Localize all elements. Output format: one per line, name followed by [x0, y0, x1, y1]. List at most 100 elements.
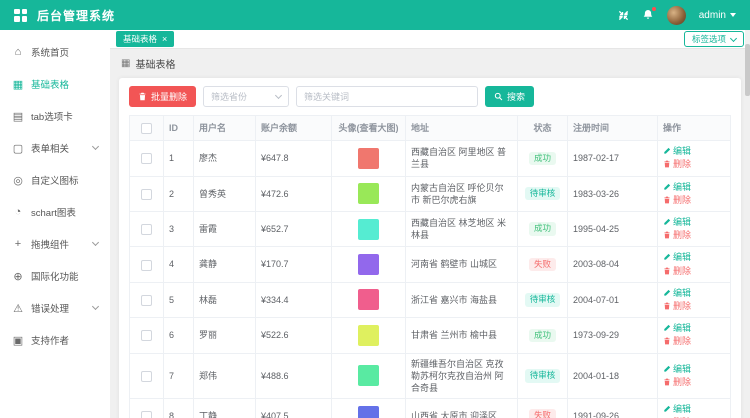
- avatar-thumbnail[interactable]: [358, 218, 379, 240]
- cell-address: 内蒙古自治区 呼伦贝尔市 新巴尔虎右旗: [405, 175, 518, 212]
- scrollbar[interactable]: [745, 30, 750, 418]
- sidebar-item-label: 基础表格: [31, 80, 70, 91]
- sidebar-item-label: schart图表: [31, 208, 76, 219]
- delete-button[interactable]: 删除: [663, 229, 691, 241]
- sidebar-item-i18n[interactable]: ⊕ 国际化功能: [0, 260, 110, 292]
- avatar-thumbnail[interactable]: [358, 324, 379, 346]
- cell-address: 山西省 太原市 迎泽区: [405, 397, 518, 418]
- avatar-thumbnail[interactable]: [358, 365, 379, 387]
- sidebar-item-drag[interactable]: + 拖拽组件: [0, 228, 110, 260]
- edit-button[interactable]: 编辑: [663, 181, 691, 193]
- breadcrumb: ▦ 基础表格: [121, 56, 741, 71]
- cell-address: 甘肃省 兰州市 榆中县: [405, 317, 518, 354]
- avatar-thumbnail[interactable]: [358, 147, 379, 169]
- delete-button[interactable]: 删除: [663, 335, 691, 347]
- user-menu[interactable]: admin: [699, 10, 736, 21]
- column-header: 操作: [657, 114, 731, 142]
- batch-delete-button[interactable]: 批量删除: [129, 86, 197, 107]
- cell-username: 林磊: [193, 281, 256, 319]
- edit-button[interactable]: 编辑: [663, 287, 691, 299]
- sidebar-item-form[interactable]: ▢ 表单相关: [0, 132, 110, 164]
- edit-button[interactable]: 编辑: [663, 403, 691, 415]
- home-icon: ⌂: [14, 46, 22, 58]
- sidebar-item-label: tab选项卡: [31, 112, 73, 123]
- sidebar-item-home[interactable]: ⌂ 系统首页: [0, 36, 110, 68]
- status-badge: 失败: [528, 257, 556, 272]
- sidebar-item-base-table[interactable]: ▦ 基础表格: [0, 68, 110, 100]
- app-title: 后台管理系统: [37, 8, 116, 23]
- edit-button[interactable]: 编辑: [663, 145, 691, 157]
- sidebar-item-error[interactable]: ⚠ 错误处理: [0, 292, 110, 324]
- cell-balance: ¥647.8: [255, 140, 332, 177]
- trash-icon: [664, 231, 670, 239]
- search-label: 搜索: [507, 92, 526, 102]
- cell-address: 新疆维吾尔自治区 克孜勒苏柯尔克孜自治州 阿合奇县: [405, 352, 518, 400]
- avatar-thumbnail[interactable]: [358, 405, 379, 418]
- tab-options-label: 标签选项: [691, 34, 726, 44]
- column-header: 账户余额: [255, 114, 332, 142]
- drag-icon: +: [14, 238, 22, 250]
- row-checkbox[interactable]: [141, 153, 152, 165]
- edit-button[interactable]: 编辑: [663, 216, 691, 228]
- edit-button[interactable]: 编辑: [663, 322, 691, 334]
- cell-balance: ¥522.6: [255, 317, 332, 354]
- chevron-down-icon: [274, 91, 283, 100]
- close-icon[interactable]: ×: [162, 33, 168, 44]
- cell-username: 郑伟: [193, 352, 256, 400]
- row-checkbox[interactable]: [141, 259, 152, 271]
- cell-id: 8: [163, 397, 194, 418]
- sidebar-item-custom-icon[interactable]: ◎ 自定义图标: [0, 164, 110, 196]
- sidebar-item-donate[interactable]: ▣ 支持作者: [0, 324, 110, 356]
- keyword-input[interactable]: [296, 86, 479, 107]
- delete-button[interactable]: 删除: [663, 265, 691, 277]
- row-checkbox[interactable]: [141, 370, 152, 382]
- row-checkbox[interactable]: [141, 188, 152, 200]
- table-row: 2 曾秀英 ¥472.6 内蒙古自治区 呼伦贝尔市 新巴尔虎右旗 待审核 1983-03-…: [129, 175, 731, 212]
- status-badge: 成功: [528, 222, 556, 236]
- row-checkbox[interactable]: [141, 295, 152, 307]
- chevron-down-icon: [91, 238, 100, 247]
- status-badge: 待审核: [524, 187, 561, 201]
- pencil-icon: [664, 405, 671, 412]
- fullscreen-icon[interactable]: [618, 10, 629, 21]
- tab-basic-table[interactable]: 基础表格 ×: [116, 31, 175, 47]
- cell-id: 4: [163, 246, 194, 283]
- pencil-icon: [664, 218, 671, 225]
- column-header: 地址: [405, 114, 518, 142]
- delete-button[interactable]: 删除: [663, 300, 691, 312]
- avatar-thumbnail[interactable]: [358, 254, 379, 276]
- app-logo-icon: [14, 8, 27, 22]
- sidebar-item-schart[interactable]: ◔ schart图表: [0, 196, 110, 228]
- trash-icon: [664, 302, 670, 310]
- row-checkbox[interactable]: [141, 224, 152, 236]
- tab-label: 基础表格: [123, 34, 158, 44]
- sidebar-item-label: 拖拽组件: [31, 240, 70, 251]
- user-avatar[interactable]: [666, 5, 686, 25]
- batch-delete-label: 批量删除: [151, 92, 188, 102]
- table-row: 6 罗丽 ¥522.6 甘肃省 兰州市 榆中县 成功 1973-09-29 编辑 删除: [129, 317, 731, 354]
- search-button[interactable]: 搜索: [485, 86, 535, 107]
- status-badge: 待审核: [524, 293, 561, 307]
- sidebar-item-label: 自定义图标: [31, 176, 79, 187]
- delete-button[interactable]: 删除: [663, 194, 691, 206]
- row-checkbox[interactable]: [141, 330, 152, 342]
- cell-register-date: 2004-01-18: [567, 352, 658, 400]
- bell-icon[interactable]: [642, 7, 656, 21]
- avatar-thumbnail[interactable]: [358, 289, 379, 311]
- province-select[interactable]: 筛选省份: [203, 86, 290, 107]
- avatar-thumbnail[interactable]: [358, 183, 379, 205]
- select-all-checkbox[interactable]: [141, 123, 152, 135]
- delete-button[interactable]: 删除: [663, 376, 691, 388]
- cell-username: 罗丽: [193, 317, 256, 354]
- scrollbar-thumb[interactable]: [745, 44, 750, 96]
- chart-icon: ◔: [14, 206, 22, 218]
- row-checkbox[interactable]: [141, 411, 152, 418]
- province-select-placeholder: 筛选省份: [211, 92, 248, 102]
- edit-button[interactable]: 编辑: [663, 363, 691, 375]
- delete-button[interactable]: 删除: [663, 158, 691, 170]
- edit-button[interactable]: 编辑: [663, 251, 691, 263]
- tab-options-button[interactable]: 标签选项: [683, 31, 744, 47]
- column-header: ID: [163, 114, 194, 142]
- sidebar-item-tab[interactable]: ▤ tab选项卡: [0, 100, 110, 132]
- app-header: 后台管理系统 admin: [0, 0, 750, 30]
